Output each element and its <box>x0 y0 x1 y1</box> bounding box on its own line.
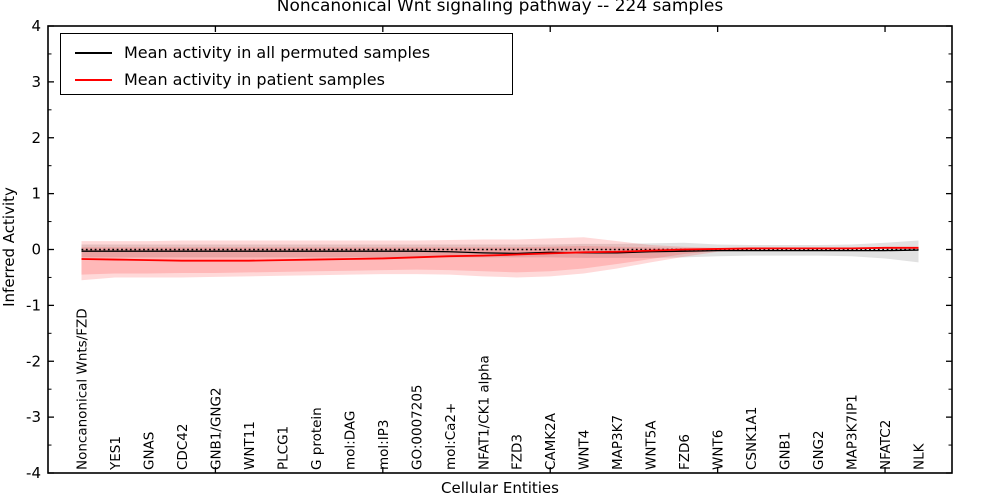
y-tick-label: 1 <box>31 185 41 203</box>
y-tick-label: 2 <box>31 129 41 147</box>
x-category-label: MAP3K7 <box>610 415 626 470</box>
y-tick-label: -4 <box>26 464 41 482</box>
x-category-label: CSNK1A1 <box>744 407 760 470</box>
x-category-label: G protein <box>309 407 325 470</box>
series-line-permuted <box>81 249 919 255</box>
legend-line-sample-patient <box>75 78 112 81</box>
x-category-label: CAMK2A <box>543 412 559 470</box>
y-tick-label: -3 <box>26 408 41 426</box>
chart-title: Noncanonical Wnt signaling pathway -- 22… <box>276 0 724 16</box>
x-category-label: MAP3K7IP1 <box>845 394 861 470</box>
x-category-label: WNT5A <box>644 420 660 470</box>
y-tick-label: -1 <box>26 296 41 314</box>
permuted-std-band <box>81 240 919 263</box>
x-category-label: WNT11 <box>242 421 258 470</box>
x-category-label: PLCG1 <box>275 426 291 470</box>
x-category-label: NFATC2 <box>878 420 894 470</box>
x-category-label: GNB1 <box>778 432 794 470</box>
x-axis-label: Cellular Entities <box>441 479 559 497</box>
x-category-label: WNT6 <box>711 430 727 470</box>
x-category-label: YES1 <box>108 436 124 471</box>
x-category-label: CDC42 <box>175 424 191 470</box>
x-category-label: NLK <box>912 442 928 470</box>
x-category-label: mol:IP3 <box>376 420 392 470</box>
x-category-label: GNAS <box>141 432 157 470</box>
series-line-patient <box>81 246 919 262</box>
x-category-label: mol:Ca2+ <box>443 403 459 470</box>
x-category-label: mol:DAG <box>342 411 358 470</box>
y-tick-label: 3 <box>31 73 41 91</box>
x-category-label: NFAT1/CK1 alpha <box>476 355 492 470</box>
x-category-label: FZD3 <box>510 434 526 470</box>
patient-band-outer <box>81 237 919 281</box>
y-tick-label: 0 <box>31 241 41 259</box>
x-category-label: GNB1/GNG2 <box>208 387 224 470</box>
x-category-label: GO:0007205 <box>409 384 425 470</box>
y-tick-label: 4 <box>31 17 41 35</box>
x-category-label: FZD6 <box>677 434 693 470</box>
patient-band-inner <box>81 246 919 275</box>
y-tick-label: -2 <box>26 352 41 370</box>
legend-label-permuted: Mean activity in all permuted samples <box>124 43 431 62</box>
legend-line-sample-permuted <box>75 51 112 54</box>
x-category-label: WNT4 <box>577 430 593 470</box>
x-category-label: GNG2 <box>811 430 827 470</box>
legend: Mean activity in all permuted samples Me… <box>60 33 513 95</box>
x-category-label: Noncanonical Wnts/FZD <box>74 308 90 470</box>
legend-label-patient: Mean activity in patient samples <box>124 70 385 89</box>
legend-entry-permuted: Mean activity in all permuted samples <box>75 39 512 66</box>
legend-entry-patient: Mean activity in patient samples <box>75 66 512 93</box>
